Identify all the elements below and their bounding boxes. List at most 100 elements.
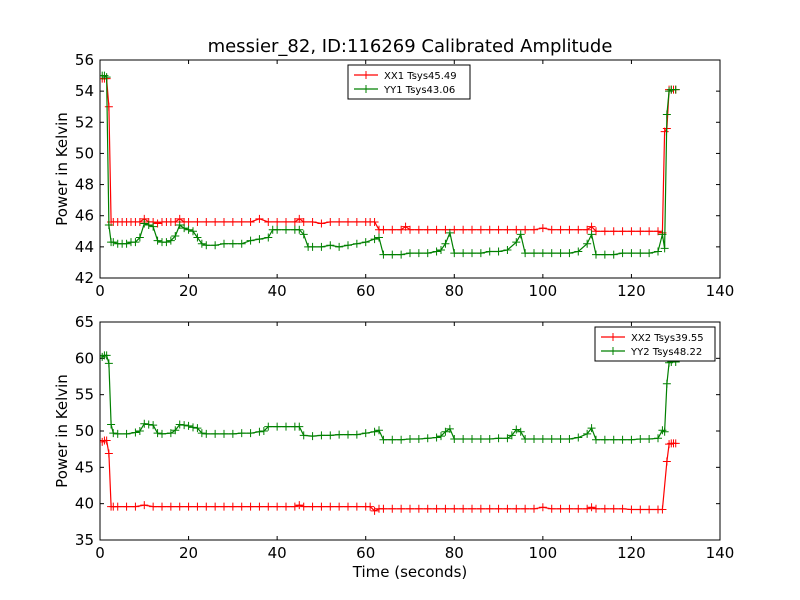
data-point	[609, 250, 618, 259]
data-point	[574, 433, 583, 442]
data-point	[662, 110, 671, 119]
data-point	[344, 430, 352, 439]
x-tick-label: 60	[356, 544, 375, 562]
y-tick-label: 44	[75, 238, 94, 256]
data-point	[618, 249, 627, 258]
data-point	[658, 230, 667, 239]
x-tick-label: 80	[445, 282, 464, 300]
data-point	[441, 504, 450, 513]
data-point	[104, 449, 113, 458]
data-point	[295, 422, 304, 431]
data-point	[228, 239, 237, 248]
series-yy2	[100, 351, 680, 444]
data-point	[166, 429, 175, 438]
data-point	[547, 504, 556, 513]
data-point	[600, 504, 609, 513]
data-point	[158, 429, 166, 438]
data-point	[512, 225, 521, 234]
data-point	[645, 227, 654, 236]
data-point	[485, 247, 494, 256]
data-point	[149, 502, 158, 511]
data-point	[131, 238, 140, 247]
data-point	[521, 504, 530, 513]
x-tick-label: 60	[356, 282, 375, 300]
data-point	[211, 502, 220, 511]
data-point	[104, 102, 113, 111]
data-point	[503, 245, 512, 254]
data-point	[627, 435, 636, 444]
data-point	[414, 434, 423, 443]
data-point	[583, 239, 592, 248]
data-point	[636, 505, 645, 514]
data-point	[295, 214, 304, 223]
data-point	[459, 225, 468, 234]
data-point	[494, 434, 503, 443]
data-point	[113, 502, 122, 511]
data-point	[175, 420, 184, 429]
data-point	[574, 225, 583, 234]
data-point	[538, 434, 547, 443]
y-tick-label: 35	[75, 531, 94, 549]
data-point	[135, 427, 144, 435]
data-point	[166, 236, 175, 245]
data-point	[344, 217, 352, 226]
data-point	[397, 250, 406, 259]
data-point	[335, 242, 344, 251]
data-point	[184, 217, 193, 226]
data-point	[592, 250, 600, 259]
data-point	[450, 434, 459, 443]
data-point	[441, 239, 450, 248]
x-axis-label: Time (seconds)	[352, 563, 468, 581]
legend: XX1 Tsys45.49 YY1 Tsys43.06	[347, 64, 471, 100]
data-point	[299, 230, 308, 239]
data-point	[423, 504, 432, 513]
data-point	[246, 502, 255, 511]
data-point	[450, 225, 459, 234]
data-point	[423, 249, 432, 258]
x-tick-label: 80	[445, 544, 464, 562]
data-point	[609, 504, 618, 513]
data-point	[317, 219, 326, 228]
data-point	[237, 429, 246, 438]
y-tick-label: 50	[75, 144, 94, 162]
data-point	[308, 432, 317, 441]
data-point	[153, 219, 162, 228]
y-tick-label: 52	[75, 113, 94, 131]
data-point	[162, 238, 171, 247]
data-point	[211, 241, 220, 250]
data-point	[352, 239, 361, 248]
legend-label: YY1 Tsys43.06	[383, 85, 455, 96]
data-point	[645, 434, 654, 443]
legend-box	[347, 64, 471, 100]
data-point	[335, 430, 344, 439]
data-point	[432, 247, 441, 256]
data-point	[600, 250, 609, 259]
y-axis-label: Power in Kelvin	[53, 112, 71, 226]
data-point	[352, 502, 361, 511]
data-point	[432, 433, 441, 442]
data-point	[228, 429, 237, 438]
data-point	[476, 249, 485, 258]
data-point	[574, 504, 583, 513]
data-point	[654, 227, 662, 236]
data-point	[184, 502, 193, 511]
data-point	[406, 249, 414, 258]
data-point	[166, 502, 175, 511]
data-point	[131, 428, 140, 437]
data-point	[131, 502, 140, 511]
data-point	[246, 236, 255, 245]
data-point	[476, 434, 485, 443]
data-point	[202, 217, 211, 226]
data-point	[379, 250, 388, 259]
series-line	[102, 78, 676, 234]
data-point	[671, 439, 680, 448]
data-point	[437, 432, 445, 441]
data-point	[547, 225, 556, 234]
x-tick-label: 140	[706, 544, 735, 562]
data-point	[423, 434, 432, 443]
data-point	[627, 227, 636, 236]
data-point	[344, 502, 352, 511]
data-point	[102, 436, 111, 445]
data-point	[512, 425, 521, 434]
